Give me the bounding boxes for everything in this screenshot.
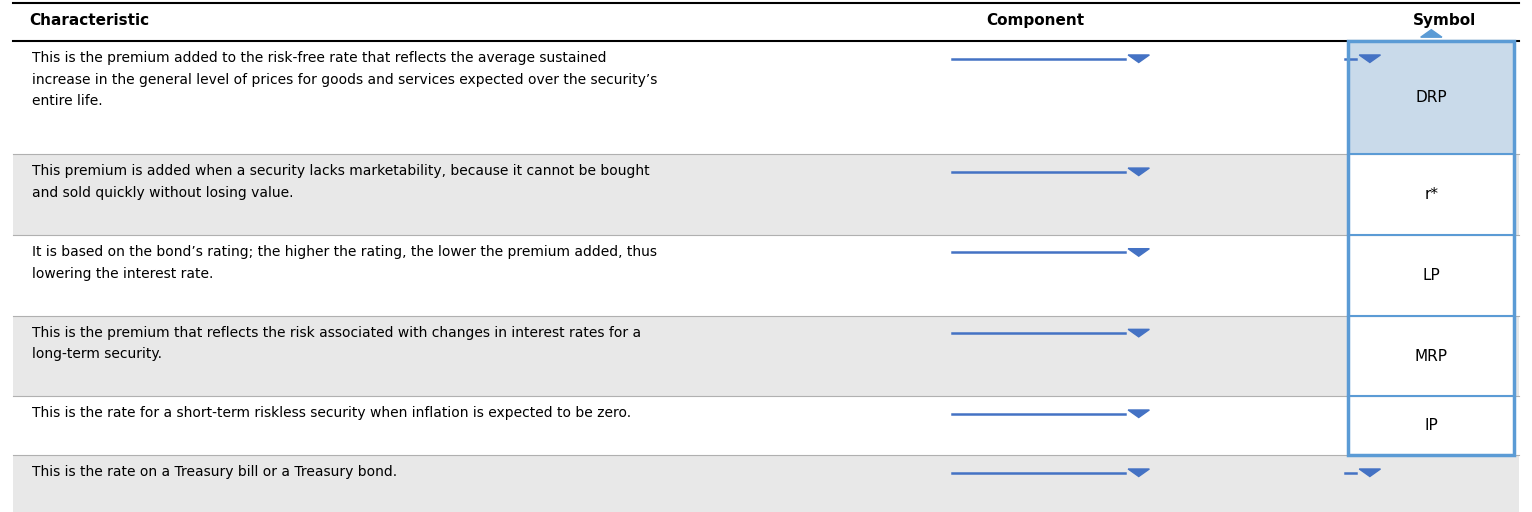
Text: lowering the interest rate.: lowering the interest rate. [32,267,214,281]
Text: Component: Component [987,13,1085,28]
Bar [12,235,1520,316]
Bar [1350,236,1514,315]
Text: This is the premium added to the risk-free rate that reflects the average sustai: This is the premium added to the risk-fr… [32,51,607,65]
Bar [12,316,1520,396]
Text: long-term security.: long-term security. [32,347,162,361]
Bar [1350,155,1514,234]
Polygon shape [1359,469,1380,477]
Text: This is the premium that reflects the risk associated with changes in interest r: This is the premium that reflects the ri… [32,326,642,339]
Text: It is based on the bond’s rating; the higher the rating, the lower the premium a: It is based on the bond’s rating; the hi… [32,245,657,259]
Bar [1350,42,1514,154]
Polygon shape [1128,469,1149,477]
Polygon shape [1420,30,1442,37]
Text: Symbol: Symbol [1413,13,1477,28]
Text: This is the rate on a Treasury bill or a Treasury bond.: This is the rate on a Treasury bill or a… [32,465,397,479]
Polygon shape [1128,410,1149,417]
Bar [12,155,1520,235]
Text: MRP: MRP [1416,349,1448,364]
Text: entire life.: entire life. [32,94,103,109]
Text: This is the rate for a short-term riskless security when inflation is expected t: This is the rate for a short-term riskle… [32,406,631,420]
Polygon shape [1128,329,1149,337]
Text: IP: IP [1425,418,1439,433]
Bar [1350,397,1514,454]
Polygon shape [1128,55,1149,62]
Polygon shape [1359,55,1380,62]
Text: increase in the general level of prices for goods and services expected over the: increase in the general level of prices … [32,73,657,87]
Text: r*: r* [1425,187,1439,202]
Bar [12,396,1520,455]
Polygon shape [1128,249,1149,256]
Bar [12,0,1520,41]
Bar [12,455,1520,512]
Text: Characteristic: Characteristic [29,13,150,28]
Text: LP: LP [1422,268,1440,283]
Text: DRP: DRP [1416,90,1448,105]
Bar [12,41,1520,155]
Text: This premium is added when a security lacks marketability, because it cannot be : This premium is added when a security la… [32,164,650,178]
Text: and sold quickly without losing value.: and sold quickly without losing value. [32,186,294,200]
Polygon shape [1128,168,1149,176]
Bar [1348,41,1515,455]
Bar [1350,317,1514,395]
